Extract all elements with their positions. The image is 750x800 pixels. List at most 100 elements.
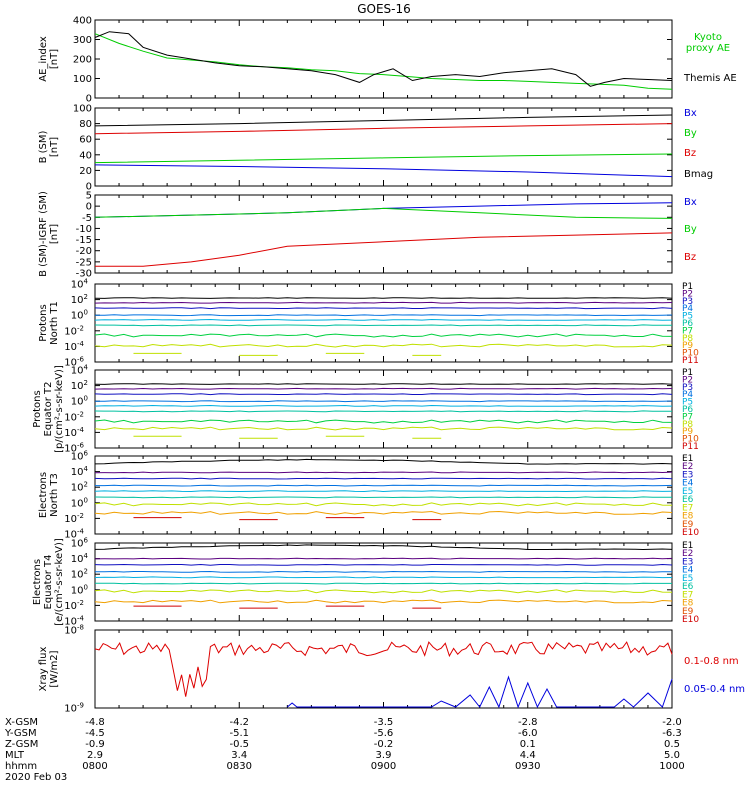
panel-bigrf: B (SM)-IGRF (SM) [nT] -30-25-20-15-10-505 B… [38, 191, 697, 280]
channel-trace [95, 400, 673, 403]
legend-label: proxy AE [686, 43, 730, 54]
legend-channel-label: P2 [682, 375, 693, 385]
legend-label: Themis AE [683, 73, 737, 84]
y-tick-label: 40 [79, 150, 92, 161]
legend-channel-label: P10 [682, 435, 699, 445]
y-tick-label: 100 [73, 74, 92, 85]
legend-channel-label: P6 [682, 319, 693, 329]
y-axis-label: Xray flux [38, 647, 49, 692]
y-tick-label: 0 [86, 202, 92, 213]
coord-value: -6.0 [518, 728, 538, 739]
y-axis-label: North T3 [49, 473, 60, 517]
y-tick-label: 300 [73, 35, 92, 46]
legend-channel-label: P6 [682, 405, 693, 415]
coord-row-label: Z-GSM [5, 739, 38, 750]
series-line-0-05-0-4-nm [286, 675, 673, 709]
y-tick-label: 0 [86, 182, 92, 193]
y-axis-label: B (SM) [38, 130, 49, 163]
legend-label: Bz [684, 148, 696, 159]
series-line-bmag [94, 114, 673, 127]
legend-label: Bx [684, 197, 697, 208]
y-tick-label: 80 [79, 119, 92, 130]
legend-label: Kyoto [694, 32, 722, 43]
panel-p_equator: Protons Equator T2 [p/(cm²-s-sr-keV)] 10-61… [32, 364, 699, 455]
legend-channel-label: P11 [682, 356, 699, 366]
legend-channel-label: P2 [682, 289, 693, 299]
legend-label: By [684, 224, 697, 235]
channel-trace [95, 314, 673, 317]
panel-e_north: Electrons North T310-410-2100102104106E1E… [38, 450, 699, 541]
legend-label: Bx [684, 108, 697, 119]
coord-value: -5.6 [374, 728, 394, 739]
y-tick-label: 10-4 [64, 426, 84, 439]
coord-row-label: Y-GSM [4, 728, 37, 739]
y-tick-label: -10 [76, 224, 92, 235]
series-line-themis-ae [94, 31, 673, 87]
y-tick-label: -15 [76, 235, 92, 246]
legend-label: Bz [684, 252, 696, 263]
y-tick-label: 0 [86, 94, 92, 105]
channel-trace [94, 490, 673, 493]
panel-frame [94, 455, 673, 535]
panel-p_north: Protons North T110-610-410-2100102104P1P2… [38, 278, 699, 369]
y-tick-label: 10-8 [64, 624, 84, 637]
coord-value: 0.5 [664, 739, 680, 750]
series-line-bz [94, 123, 673, 135]
legend-label: By [684, 128, 697, 139]
y-tick-label: 100 [71, 309, 88, 322]
coord-value: 5.0 [664, 750, 680, 761]
legend-channel-label: E10 [682, 528, 699, 538]
panel-frame [94, 194, 673, 274]
time-axis-table: X-GSM -4.8 -4.2 -3.5 -2.8 -2.0 Y-GSM -4.5 -5.1 -5… [4, 717, 685, 783]
legend-channel-label: E5 [682, 487, 693, 497]
coord-row-label: MLT [5, 750, 25, 761]
channel-trace [94, 301, 673, 304]
chart-title: GOES-16 [357, 2, 411, 16]
panel-xray: Xray flux [W/m2] 10-9 10-8 0.1-0.8 nm 0.05-0.… [38, 624, 745, 715]
coord-value: 3.4 [231, 750, 247, 761]
legend-channel-label: P7 [682, 412, 693, 422]
channel-trace [94, 544, 673, 551]
y-tick-label: 102 [71, 568, 88, 581]
y-axis-label: Electrons [38, 472, 49, 518]
channel-trace [94, 393, 673, 396]
legend-channel-label: P1 [682, 368, 693, 378]
y-tick-label: 104 [71, 364, 89, 377]
legend-channel-label: P7 [682, 326, 693, 336]
y-tick-label: 106 [71, 537, 89, 550]
legend-channel-label: E3 [682, 557, 693, 567]
channel-trace [94, 343, 673, 348]
y-axis-label: Protons [32, 390, 43, 427]
coord-value: 4.4 [520, 750, 536, 761]
coord-value: 0830 [227, 761, 252, 772]
channel-trace [94, 582, 672, 585]
channel-trace [94, 477, 673, 480]
channel-trace [94, 589, 673, 594]
channel-trace [94, 297, 673, 299]
coord-value: -2.8 [518, 717, 538, 728]
channel-trace [94, 496, 672, 499]
legend-channel-label: P8 [682, 420, 693, 430]
legend-label: 0.1-0.8 nm [684, 656, 739, 667]
y-tick-label: -25 [76, 257, 92, 268]
y-tick-label: 10-4 [64, 340, 84, 353]
panel-e_equator: Electrons Equator T4 [e/(cm²-s-sr-keV)] 10-… [32, 537, 699, 628]
legend-channel-label: P1 [682, 282, 693, 292]
y-tick-label: 100 [73, 104, 92, 115]
channel-trace [94, 557, 673, 560]
legend-channel-label: P4 [682, 390, 693, 400]
legend-channel-label: E2 [682, 462, 693, 472]
y-axis-label: Equator T4 [43, 555, 54, 610]
coord-value: -5.1 [229, 728, 249, 739]
legend-channel-label: E9 [682, 607, 694, 617]
y-axis-label: North T1 [49, 301, 60, 345]
legend-channel-label: P3 [682, 383, 693, 393]
coord-value: -3.5 [374, 717, 394, 728]
coord-value: -2.0 [662, 717, 682, 728]
y-tick-label: 106 [71, 450, 89, 463]
coord-value: 1000 [659, 761, 684, 772]
panel-frame [94, 283, 673, 363]
y-tick-label: 400 [73, 16, 92, 27]
